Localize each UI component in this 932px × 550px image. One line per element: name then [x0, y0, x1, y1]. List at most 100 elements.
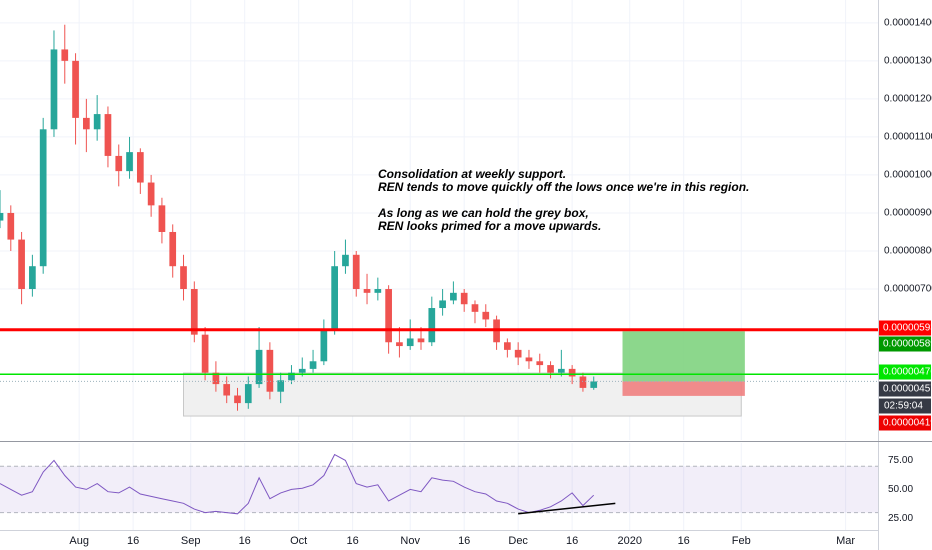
rsi-tick-label: 50.00 — [888, 484, 913, 495]
candle-body — [234, 395, 241, 404]
annotation-text: REN tends to move quickly off the lows o… — [378, 180, 749, 194]
x-tick-label: 16 — [127, 535, 139, 547]
x-tick-label: Aug — [69, 535, 89, 547]
candle-body — [568, 368, 576, 377]
y-tick-label: 0.00001300 — [884, 55, 932, 66]
candle-body — [180, 266, 187, 290]
countdown: 02:59:04 — [884, 401, 923, 412]
candle-body — [406, 338, 414, 347]
price-label-box — [879, 381, 931, 397]
candle-body — [514, 349, 522, 358]
x-tick-label: 2020 — [617, 535, 641, 547]
price-label: 0.00000419 — [883, 418, 932, 429]
candle-body — [579, 376, 587, 388]
candle-body — [39, 129, 47, 267]
rsi-trendline — [518, 502, 616, 515]
candle-body — [547, 365, 554, 373]
countdown-box — [879, 398, 931, 414]
candle-body — [450, 292, 457, 301]
candle-body — [61, 49, 69, 61]
candle-body — [169, 231, 177, 267]
x-tick-label: 16 — [239, 535, 251, 547]
candle-body — [50, 49, 58, 130]
y-tick-label: 0.00000800 — [884, 246, 932, 257]
candle-body — [223, 384, 231, 396]
candle-body — [158, 205, 166, 232]
candle-body — [244, 384, 252, 404]
x-tick-label: Dec — [508, 535, 528, 547]
candle-body — [93, 114, 101, 130]
y-tick-label: 0.00001100 — [884, 132, 932, 143]
y-tick-label: 0.00000900 — [884, 208, 932, 219]
candle-body — [147, 182, 155, 206]
candle-body — [126, 152, 133, 172]
candle-body — [504, 342, 511, 350]
rsi-tick-label: 75.00 — [888, 455, 913, 466]
x-tick-label: 16 — [566, 535, 578, 547]
candle-body — [190, 289, 198, 335]
candle-body — [72, 60, 79, 118]
candle-body — [201, 334, 209, 373]
candle-body — [29, 266, 36, 290]
candle-body — [331, 266, 338, 331]
stop-box — [622, 381, 745, 396]
candle-body — [288, 372, 295, 381]
candle-body — [342, 254, 349, 267]
candle-body — [115, 155, 123, 172]
candle-body — [471, 304, 479, 312]
candle-body — [460, 292, 468, 305]
candle-body — [298, 368, 306, 373]
x-tick-label: 16 — [678, 535, 690, 547]
candle-body — [590, 381, 598, 388]
x-tick-label: Nov — [400, 535, 420, 547]
candle-body — [557, 368, 565, 373]
x-tick-label: Oct — [290, 535, 307, 547]
candle-body — [320, 330, 328, 362]
price-label: 0.00000457 — [883, 384, 932, 395]
rsi-band — [0, 466, 878, 513]
x-tick-label: 16 — [347, 535, 359, 547]
y-tick-label: 0.00001400 — [884, 17, 932, 28]
candle-body — [536, 361, 544, 366]
price-label-box — [879, 336, 931, 352]
price-label: 0.00000593 — [883, 323, 932, 334]
price-label-box — [879, 364, 931, 380]
price-label: 0.00000589 — [883, 339, 932, 350]
rsi-line — [0, 453, 595, 515]
candle-body — [104, 114, 112, 156]
x-tick-label: Feb — [732, 535, 751, 547]
annotation-text: Consolidation at weekly support. — [378, 167, 566, 181]
candle-body — [266, 349, 274, 392]
candle-body — [417, 338, 425, 343]
candle-body — [0, 212, 4, 221]
candle-body — [525, 357, 533, 362]
target-box — [622, 331, 745, 382]
y-tick-label: 0.00001200 — [884, 94, 932, 105]
candle-body — [277, 380, 285, 392]
candle-body — [83, 117, 90, 130]
annotation-text: REN looks primed for a move upwards. — [378, 219, 601, 233]
candle-body — [18, 239, 25, 290]
rsi-tick-label: 25.00 — [888, 513, 913, 524]
y-tick-label: 0.00001000 — [884, 170, 932, 181]
candle-body — [7, 212, 15, 240]
x-tick-label: Mar — [836, 535, 855, 547]
candle-body — [255, 349, 263, 385]
candle-body — [439, 300, 446, 309]
candle-body — [309, 361, 317, 369]
candle-body — [136, 152, 144, 183]
price-label-box — [879, 415, 931, 431]
candle-body — [352, 254, 360, 290]
x-tick-label: 16 — [458, 535, 470, 547]
candle-body — [363, 289, 371, 293]
candle-body — [428, 308, 436, 343]
candle-body — [396, 342, 403, 347]
candle-body — [212, 372, 220, 385]
candle-body — [482, 311, 490, 320]
x-tick-label: Sep — [181, 535, 201, 547]
candle-body — [374, 289, 382, 293]
price-label: 0.00000476 — [883, 367, 932, 378]
y-tick-label: 0.00000700 — [884, 284, 932, 295]
